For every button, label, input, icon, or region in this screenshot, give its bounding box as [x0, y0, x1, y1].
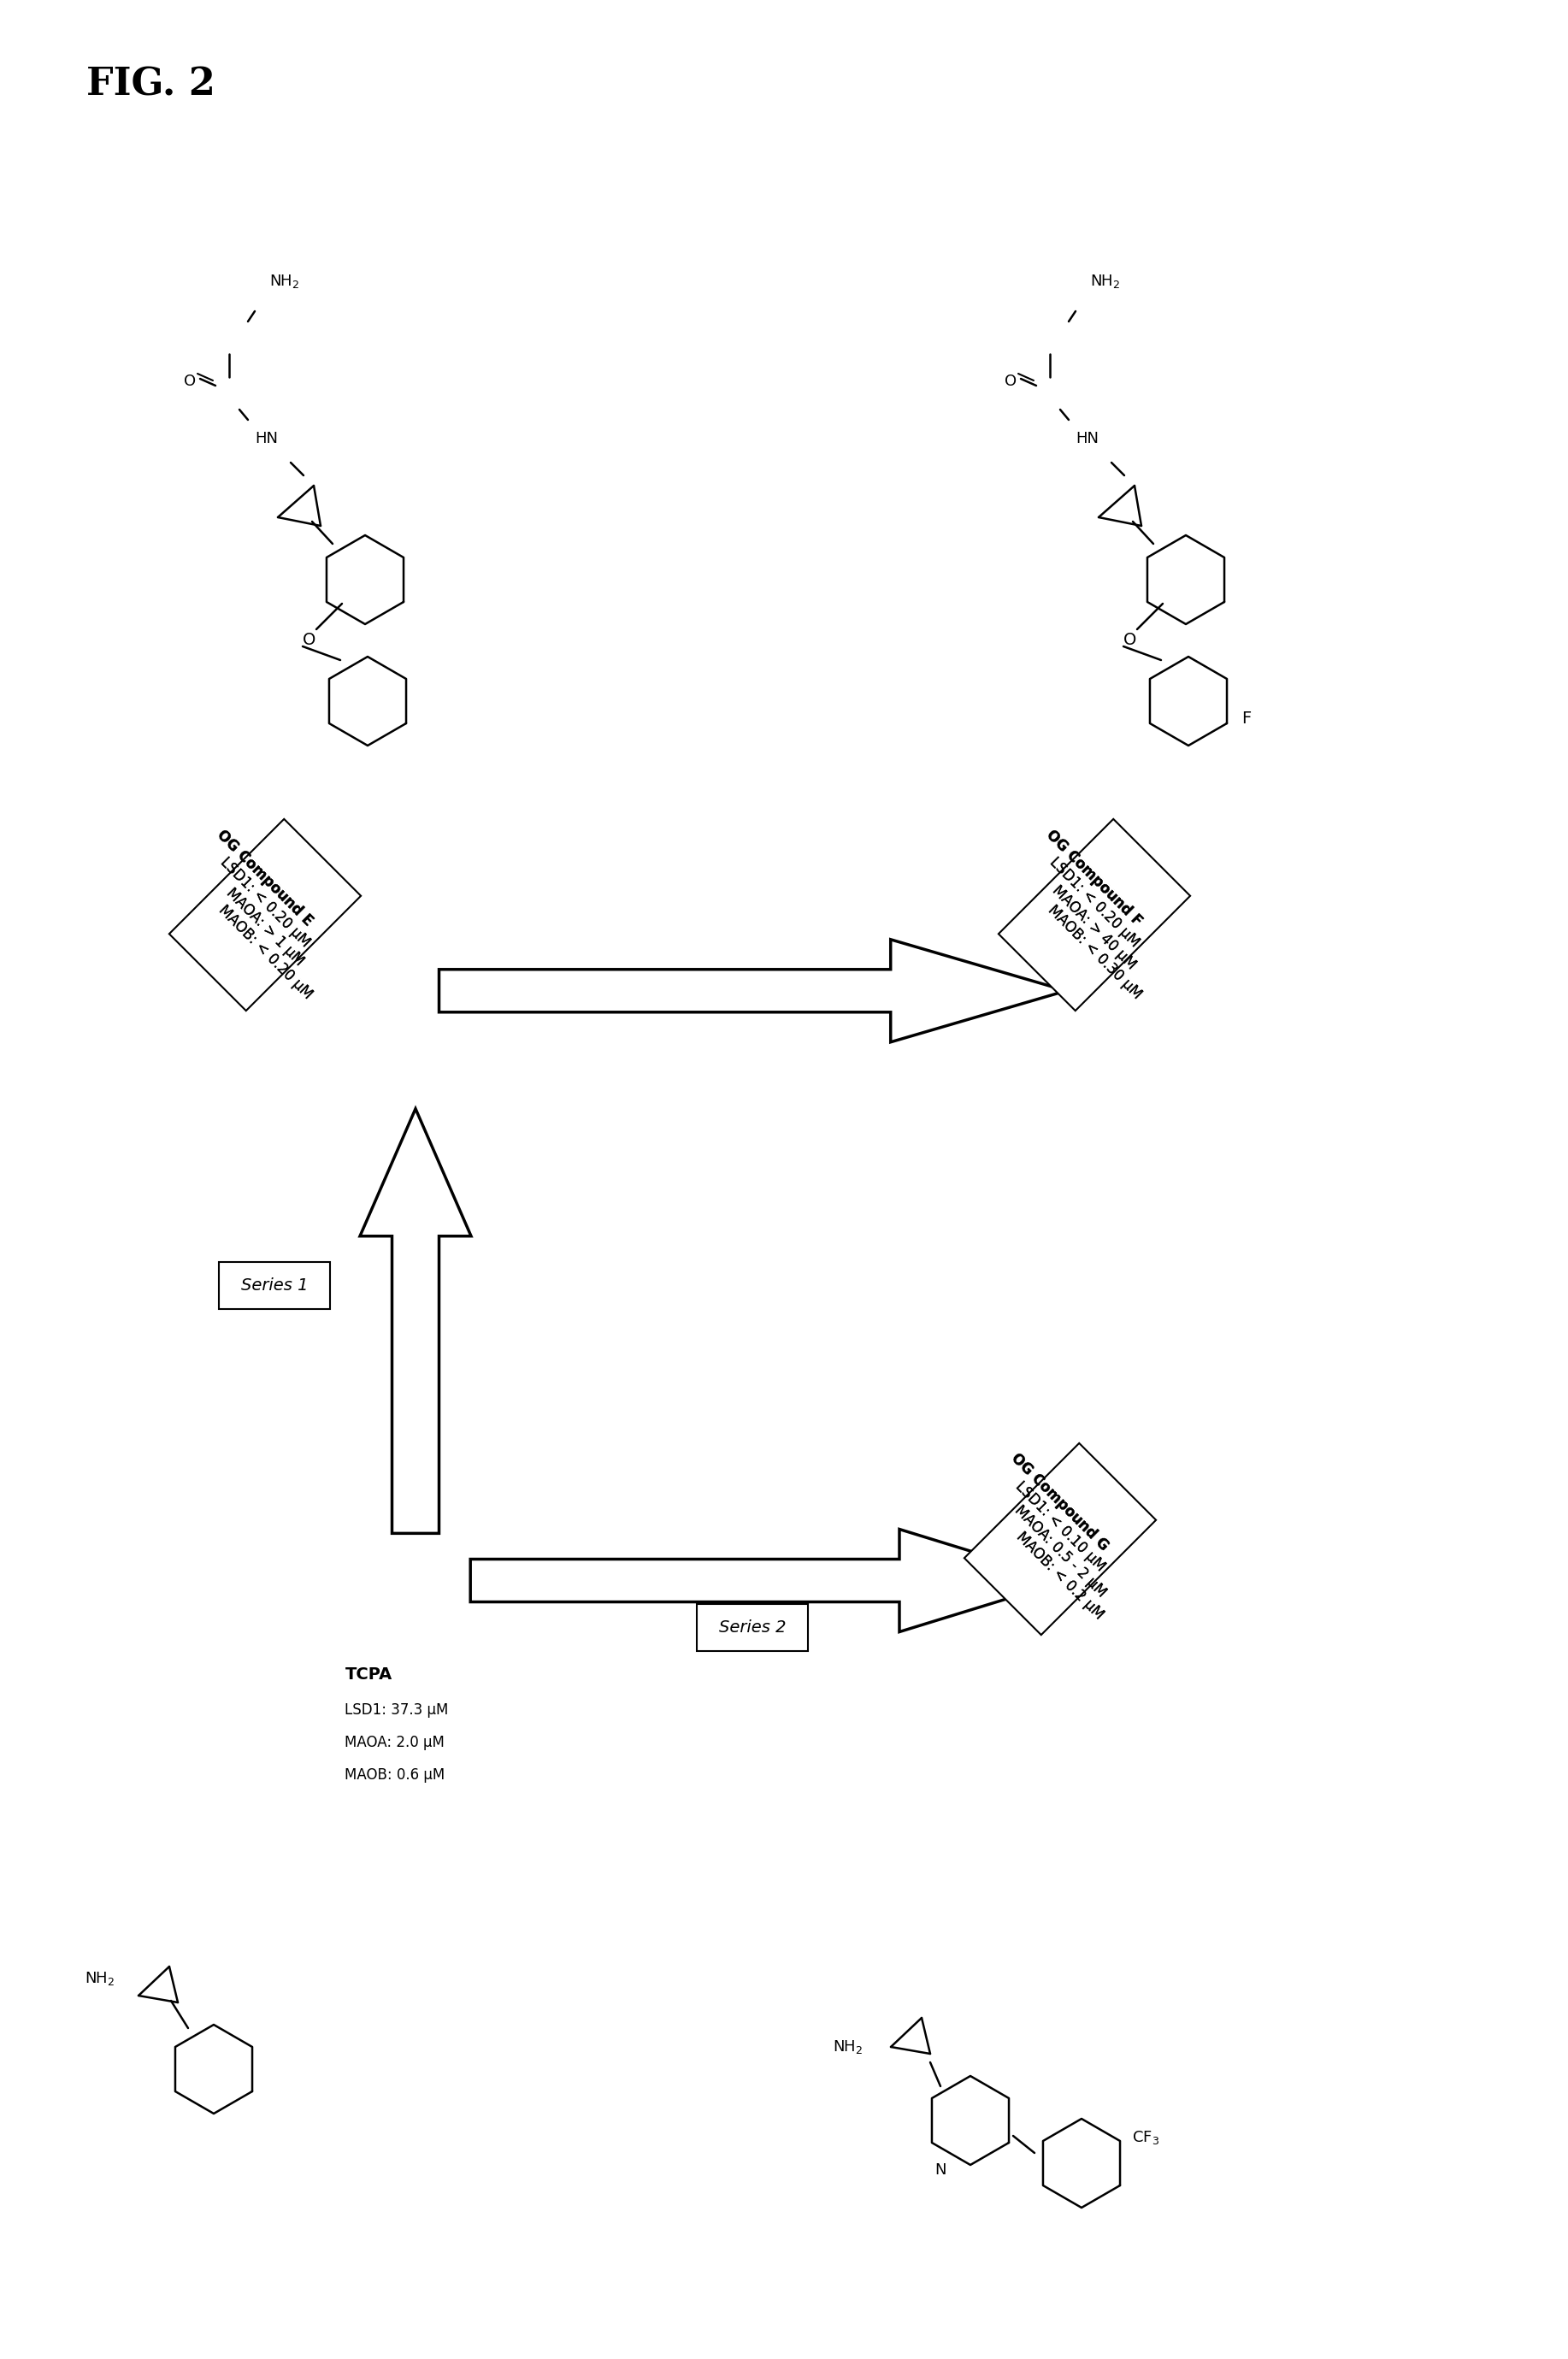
Text: OG Compound F: OG Compound F — [1043, 826, 1145, 929]
Text: LSD1: < 0.20 μM: LSD1: < 0.20 μM — [216, 854, 314, 951]
Text: MAOB: 0.6 μM: MAOB: 0.6 μM — [345, 1767, 445, 1783]
Text: O: O — [303, 632, 317, 649]
Polygon shape — [439, 939, 1066, 1043]
Text: LSD1: 37.3 μM: LSD1: 37.3 μM — [345, 1703, 448, 1717]
Text: LSD1: < 0.10 μM: LSD1: < 0.10 μM — [1013, 1479, 1109, 1573]
Text: HN: HN — [256, 432, 278, 446]
Text: NH$_2$: NH$_2$ — [1090, 274, 1121, 290]
Text: OG Compound G: OG Compound G — [1008, 1451, 1112, 1555]
Text: NH$_2$: NH$_2$ — [85, 1970, 114, 1986]
Polygon shape — [698, 1604, 808, 1651]
Text: O: O — [1124, 632, 1137, 649]
Text: TCPA: TCPA — [345, 1668, 392, 1682]
Text: MAOB: < 0.30 μM: MAOB: < 0.30 μM — [1044, 901, 1145, 1003]
Polygon shape — [220, 1262, 329, 1309]
Text: OG Compound G: OG Compound G — [1008, 1451, 1112, 1555]
Polygon shape — [361, 1109, 470, 1533]
Text: F: F — [1242, 710, 1251, 727]
Polygon shape — [964, 1444, 1156, 1635]
Text: MAOA: 2.0 μM: MAOA: 2.0 μM — [345, 1736, 445, 1750]
Text: N: N — [935, 2163, 946, 2177]
Text: MAOB: < 0.20 μM: MAOB: < 0.20 μM — [215, 901, 315, 1003]
Text: MAOB: < 0.30 μM: MAOB: < 0.30 μM — [1044, 901, 1145, 1003]
Text: Series 2: Series 2 — [720, 1621, 786, 1635]
Text: MAOA: 0.5 - 2 μM: MAOA: 0.5 - 2 μM — [1011, 1503, 1109, 1599]
Text: MAOA: > 1 μM: MAOA: > 1 μM — [223, 885, 307, 970]
Text: OG Compound E: OG Compound E — [213, 826, 317, 929]
Text: O: O — [1005, 373, 1016, 389]
Polygon shape — [470, 1529, 1066, 1632]
Text: Series 1: Series 1 — [241, 1279, 307, 1293]
Text: MAOA: > 1 μM: MAOA: > 1 μM — [223, 885, 307, 970]
Text: CF$_3$: CF$_3$ — [1132, 2130, 1159, 2147]
Text: OG Compound E: OG Compound E — [213, 826, 317, 929]
Text: MAOA: > 40 μM: MAOA: > 40 μM — [1049, 882, 1140, 972]
Text: HN: HN — [1076, 432, 1099, 446]
Text: MAOB: < 0.2 μM: MAOB: < 0.2 μM — [1013, 1529, 1107, 1623]
Polygon shape — [169, 819, 361, 1010]
Text: FIG. 2: FIG. 2 — [86, 66, 215, 104]
Text: MAOB: < 0.20 μM: MAOB: < 0.20 μM — [215, 901, 315, 1003]
Text: LSD1: < 0.20 μM: LSD1: < 0.20 μM — [216, 854, 314, 951]
Polygon shape — [999, 819, 1190, 1010]
Text: LSD1: < 0.20 μM: LSD1: < 0.20 μM — [1046, 854, 1142, 951]
Text: LSD1: < 0.20 μM: LSD1: < 0.20 μM — [1046, 854, 1142, 951]
Text: NH$_2$: NH$_2$ — [833, 2038, 864, 2055]
Text: OG Compound F: OG Compound F — [1043, 826, 1145, 929]
Text: MAOA: > 40 μM: MAOA: > 40 μM — [1049, 882, 1140, 972]
Text: NH$_2$: NH$_2$ — [270, 274, 299, 290]
Text: MAOB: < 0.2 μM: MAOB: < 0.2 μM — [1013, 1529, 1107, 1623]
Text: O: O — [183, 373, 196, 389]
Text: LSD1: < 0.10 μM: LSD1: < 0.10 μM — [1013, 1479, 1109, 1573]
Text: MAOA: 0.5 - 2 μM: MAOA: 0.5 - 2 μM — [1011, 1503, 1109, 1599]
